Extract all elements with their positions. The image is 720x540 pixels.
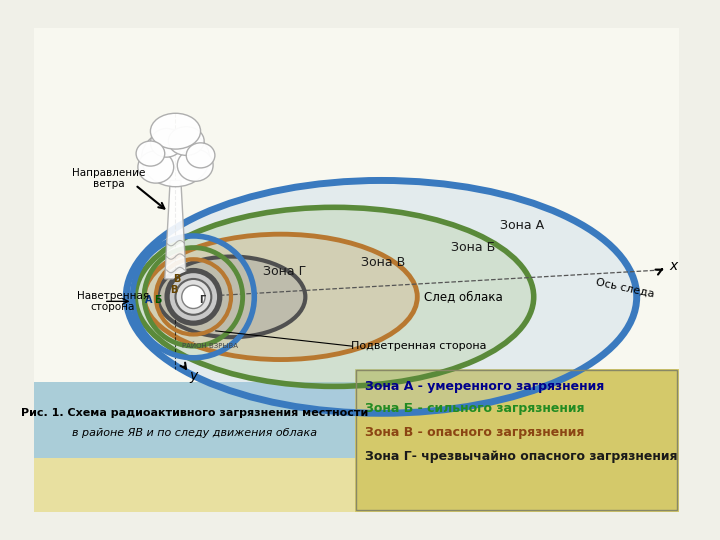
Polygon shape: [165, 180, 186, 279]
Text: РАЙОН ВЗРЫВА: РАЙОН ВЗРЫВА: [181, 343, 238, 349]
Text: Зона Б: Зона Б: [451, 241, 495, 254]
Text: Зона В - опасного загрязнения: Зона В - опасного загрязнения: [365, 427, 585, 440]
Text: Зона А: Зона А: [500, 219, 544, 232]
Ellipse shape: [136, 141, 165, 166]
Bar: [34, 28, 679, 382]
Text: Подветренная сторона: Подветренная сторона: [351, 341, 487, 351]
Text: Зона В: Зона В: [361, 256, 405, 269]
Text: y: y: [190, 369, 198, 383]
Text: Рис. 1. Схема радиоактивного загрязнения местности: Рис. 1. Схема радиоактивного загрязнения…: [21, 408, 368, 418]
Ellipse shape: [126, 180, 636, 413]
Text: След облака: След облака: [425, 291, 503, 303]
Text: А: А: [145, 295, 153, 306]
Text: Б: Б: [154, 295, 161, 306]
Ellipse shape: [150, 113, 201, 149]
Ellipse shape: [138, 151, 174, 183]
Circle shape: [176, 279, 211, 315]
Text: Ось следа: Ось следа: [595, 277, 655, 299]
Ellipse shape: [158, 256, 305, 337]
Ellipse shape: [135, 207, 534, 387]
Ellipse shape: [141, 130, 210, 187]
Ellipse shape: [186, 143, 215, 168]
Text: В: В: [174, 274, 181, 284]
Bar: [34, 458, 355, 512]
Text: в районе ЯВ и по следу движения облака: в районе ЯВ и по следу движения облака: [72, 428, 317, 438]
Text: Наветренная
сторона: Наветренная сторона: [76, 291, 149, 312]
Text: Зона Г: Зона Г: [263, 265, 307, 278]
Text: Зона Г- чрезвычайно опасного загрязнения: Зона Г- чрезвычайно опасного загрязнения: [365, 450, 678, 463]
Text: Направление
ветра: Направление ветра: [71, 168, 145, 190]
Bar: [34, 382, 355, 512]
Text: x: x: [670, 259, 678, 273]
Text: Зона А - умеренного загрязнения: Зона А - умеренного загрязнения: [365, 380, 605, 393]
Ellipse shape: [150, 129, 183, 157]
Text: В: В: [170, 285, 177, 295]
Circle shape: [168, 272, 218, 322]
Text: Г: Г: [199, 294, 205, 305]
Ellipse shape: [168, 127, 204, 156]
Ellipse shape: [144, 234, 418, 360]
Bar: [356, 370, 677, 510]
Bar: [355, 368, 679, 512]
Text: Зона Б - сильного загрязнения: Зона Б - сильного загрязнения: [365, 402, 585, 415]
Circle shape: [181, 285, 205, 308]
Ellipse shape: [177, 149, 213, 181]
